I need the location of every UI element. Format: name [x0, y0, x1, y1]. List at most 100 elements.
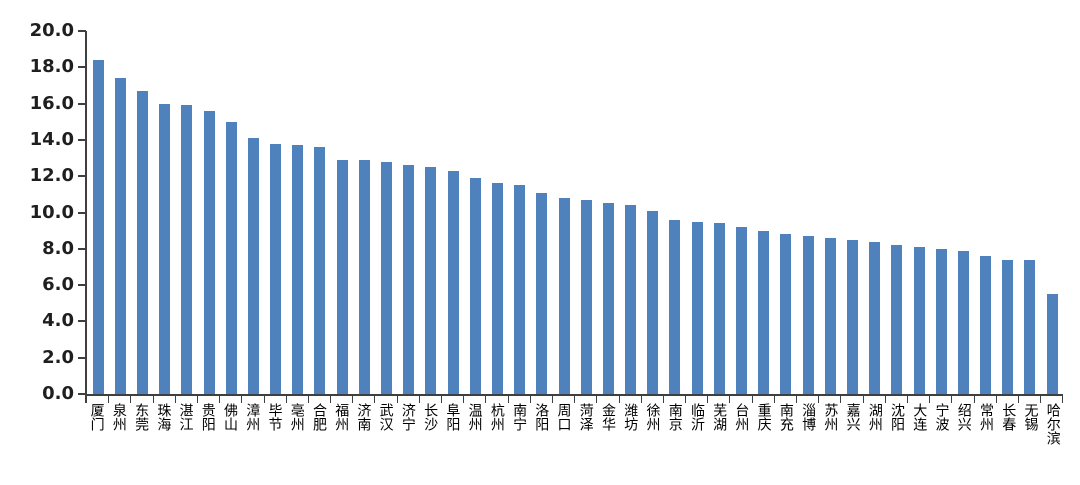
bar-cell — [753, 31, 775, 394]
x-label-cell: 台州 — [730, 403, 752, 473]
bar — [558, 197, 570, 394]
bar — [935, 248, 947, 394]
bar — [647, 210, 659, 394]
bar-cell — [686, 31, 708, 394]
x-label-cell: 菏泽 — [574, 403, 596, 473]
x-category-label: 湖州 — [866, 403, 883, 431]
bar-cell — [1041, 31, 1063, 394]
bar-cell — [886, 31, 908, 394]
bar — [336, 159, 348, 394]
bars-container — [87, 31, 1063, 394]
bar-cell — [198, 31, 220, 394]
bar-cell — [997, 31, 1019, 394]
bar-cell — [154, 31, 176, 394]
bar-cell — [464, 31, 486, 394]
bar-cell — [353, 31, 375, 394]
x-label-cell: 沈阳 — [885, 403, 907, 473]
bar-cell — [420, 31, 442, 394]
x-label-cell: 湖州 — [863, 403, 885, 473]
bar — [469, 178, 481, 394]
x-category-label: 杭州 — [488, 403, 505, 431]
x-category-label: 淄博 — [800, 403, 817, 431]
x-label-cell: 东莞 — [129, 403, 151, 473]
y-tick-mark — [78, 30, 86, 32]
plot-area — [85, 31, 1063, 396]
x-label-cell: 苏州 — [819, 403, 841, 473]
x-label-cell: 徐州 — [641, 403, 663, 473]
x-tick-mark — [85, 396, 110, 403]
x-label-cell: 金华 — [596, 403, 618, 473]
x-tick-mark — [575, 396, 598, 403]
x-tick-mark — [841, 396, 864, 403]
y-tick-mark — [78, 175, 86, 178]
x-category-label: 芜湖 — [711, 403, 728, 431]
bar — [691, 221, 703, 394]
x-category-label: 武汉 — [377, 403, 394, 431]
x-tick-mark — [1019, 396, 1042, 403]
bar — [913, 247, 925, 394]
x-tick-mark — [686, 396, 709, 403]
bar-cell — [841, 31, 863, 394]
bar — [514, 185, 526, 394]
x-label-cell: 湛江 — [174, 403, 196, 473]
x-label-cell: 洛阳 — [530, 403, 552, 473]
bar — [1024, 259, 1036, 394]
bar-cell — [575, 31, 597, 394]
x-label-cell: 长沙 — [419, 403, 441, 473]
y-tick-label: 14.0 — [29, 128, 74, 150]
x-category-label: 温州 — [466, 403, 483, 431]
x-tick-mark — [1041, 396, 1064, 403]
bar — [314, 147, 326, 394]
y-tick-label: 20.0 — [29, 20, 74, 41]
x-tick-mark — [154, 396, 176, 403]
x-tick-mark — [442, 396, 465, 403]
x-tick-mark — [509, 396, 531, 403]
x-label-cell: 漳州 — [241, 403, 263, 473]
x-category-label: 漳州 — [244, 403, 261, 431]
bar — [225, 121, 237, 394]
x-tick-mark — [730, 396, 753, 403]
x-tick-mark — [265, 396, 287, 403]
bar-cell — [952, 31, 974, 394]
x-label-cell: 佛山 — [218, 403, 240, 473]
bar — [381, 161, 393, 394]
x-label-cell: 淄博 — [797, 403, 819, 473]
x-category-label: 南宁 — [511, 403, 528, 431]
bar — [403, 165, 415, 394]
x-label-cell: 阜阳 — [441, 403, 463, 473]
bar — [136, 90, 148, 394]
bar — [802, 236, 814, 394]
x-category-label: 湛江 — [177, 403, 194, 431]
x-category-label: 贵阳 — [199, 403, 216, 431]
x-label-cell: 泉州 — [107, 403, 129, 473]
x-label-cell: 武汉 — [374, 403, 396, 473]
x-category-label: 重庆 — [755, 403, 772, 431]
x-category-label: 佛山 — [222, 403, 239, 431]
bar — [980, 256, 992, 394]
x-category-label: 泉州 — [110, 403, 127, 431]
bar — [536, 192, 548, 394]
bar — [491, 183, 503, 394]
x-category-label: 长沙 — [422, 403, 439, 431]
bar — [203, 110, 215, 394]
bar-cell — [775, 31, 797, 394]
bar — [270, 143, 282, 394]
bar-cell — [287, 31, 309, 394]
bar-cell — [109, 31, 131, 394]
x-category-label: 宁波 — [933, 403, 950, 431]
x-tick-mark — [753, 396, 775, 403]
x-category-label: 长春 — [1000, 403, 1017, 431]
x-tick-mark — [642, 396, 664, 403]
x-label-cell: 南充 — [774, 403, 796, 473]
x-tick-mark — [109, 396, 132, 403]
x-tick-mark — [375, 396, 398, 403]
x-label-cell: 重庆 — [752, 403, 774, 473]
x-tick-mark — [220, 396, 243, 403]
bar — [92, 60, 104, 394]
x-category-label: 南充 — [777, 403, 794, 431]
x-category-label: 济南 — [355, 403, 372, 431]
x-label-cell: 厦门 — [85, 403, 107, 473]
x-label-cell: 无锡 — [1019, 403, 1041, 473]
bar-cell — [664, 31, 686, 394]
x-label-cell: 杭州 — [485, 403, 507, 473]
